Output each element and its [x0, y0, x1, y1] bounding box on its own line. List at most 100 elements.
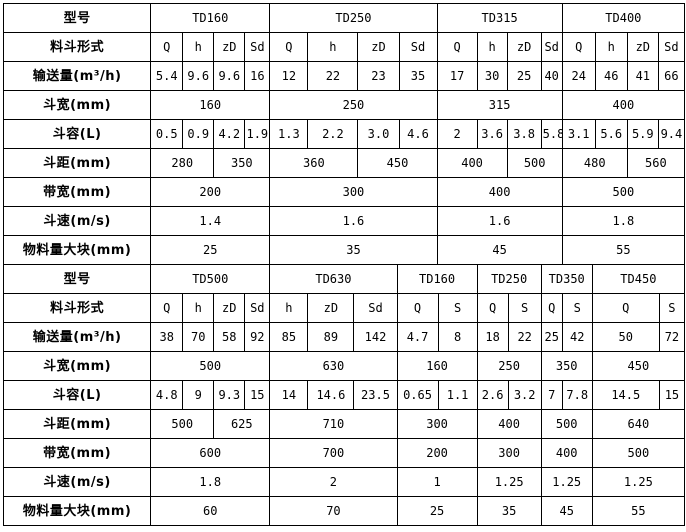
spec-value-cell: 300: [476, 438, 542, 468]
spec-value-cell: 2: [269, 467, 398, 497]
spec-value-cell: 1.3: [269, 119, 309, 149]
spec-value-cell: Q: [150, 32, 184, 62]
spec-value-cell: Sd: [540, 32, 563, 62]
spec-value-cell: 50: [591, 322, 660, 352]
spec-value-cell: 15: [244, 380, 271, 410]
spec-value-cell: Sd: [244, 293, 271, 323]
spec-value-cell: 400: [436, 177, 563, 207]
spec-value-cell: 60: [150, 496, 271, 526]
model-header-cell: TD630: [269, 264, 398, 294]
spec-value-cell: 1.1: [437, 380, 478, 410]
spec-value-cell: 45: [436, 235, 563, 265]
spec-value-cell: 3.6: [476, 119, 508, 149]
spec-value-cell: 1.25: [591, 467, 686, 497]
table-row: 带宽(mm) 600 700 200 300 400 500: [2, 438, 686, 468]
row-label: 输送量(m³/h): [2, 61, 152, 91]
model-header-cell: TD315: [436, 3, 563, 33]
spec-value-cell: Sd: [244, 32, 271, 62]
spec-value-cell: 142: [353, 322, 398, 352]
spec-value-cell: 9: [182, 380, 215, 410]
spec-value-cell: 9.3: [213, 380, 246, 410]
spec-value-cell: 70: [182, 322, 215, 352]
spec-value-cell: 0.65: [396, 380, 439, 410]
spec-value-cell: h: [182, 293, 215, 323]
spec-value-cell: 450: [591, 351, 686, 381]
spec-value-cell: 70: [269, 496, 398, 526]
spec-value-cell: 5.6: [594, 119, 628, 149]
spec-value-cell: 22: [307, 61, 359, 91]
table-row: 斗速(m/s) 1.4 1.6 1.6 1.8: [2, 206, 686, 236]
spec-value-cell: 280: [150, 148, 215, 178]
spec-value-cell: 24: [561, 61, 596, 91]
spec-value-cell: Sd: [398, 32, 438, 62]
spec-value-cell: 1.6: [436, 206, 563, 236]
spec-value-cell: 22: [507, 322, 542, 352]
spec-value-cell: 66: [657, 61, 686, 91]
table-row: 型号 TD160 TD250 TD315 TD400: [2, 3, 686, 33]
spec-value-cell: 400: [561, 90, 686, 120]
model-header-cell: TD450: [591, 264, 686, 294]
spec-value-cell: 160: [396, 351, 478, 381]
spec-value-cell: 500: [540, 409, 593, 439]
spec-value-cell: zD: [307, 293, 355, 323]
spec-value-cell: S: [658, 293, 686, 323]
row-label: 斗速(m/s): [2, 206, 152, 236]
row-label: 型号: [2, 3, 152, 33]
row-label: 料斗形式: [2, 32, 152, 62]
spec-value-cell: 3.8: [506, 119, 542, 149]
spec-value-cell: 630: [269, 351, 398, 381]
row-label: 带宽(mm): [2, 438, 152, 468]
spec-value-cell: 400: [540, 438, 593, 468]
row-label: 斗速(m/s): [2, 467, 152, 497]
spec-value-cell: 1.8: [561, 206, 686, 236]
spec-value-cell: S: [561, 293, 593, 323]
row-label: 斗容(L): [2, 119, 152, 149]
model-header-cell: TD160: [150, 3, 271, 33]
spec-value-cell: 40: [540, 61, 563, 91]
spec-value-cell: 250: [476, 351, 542, 381]
spec-value-cell: 2.6: [476, 380, 509, 410]
spec-value-cell: zD: [213, 32, 246, 62]
spec-value-cell: 45: [540, 496, 593, 526]
spec-value-cell: Sd: [353, 293, 398, 323]
spec-value-cell: 0.5: [150, 119, 184, 149]
spec-value-cell: Q: [396, 293, 439, 323]
spec-value-cell: S: [507, 293, 542, 323]
spec-value-cell: 17: [436, 61, 478, 91]
row-label: 斗宽(mm): [2, 351, 152, 381]
spec-value-cell: 23.5: [353, 380, 398, 410]
spec-value-cell: zD: [506, 32, 542, 62]
spec-value-cell: 1.4: [150, 206, 271, 236]
spec-value-cell: 23: [357, 61, 400, 91]
spec-value-cell: 8: [437, 322, 478, 352]
spec-value-cell: 640: [591, 409, 686, 439]
spec-value-cell: 200: [150, 177, 271, 207]
spec-value-cell: 92: [244, 322, 271, 352]
spec-value-cell: 25: [396, 496, 478, 526]
spec-value-cell: 16: [244, 61, 271, 91]
spec-value-cell: 700: [269, 438, 398, 468]
spec-value-cell: Q: [269, 32, 309, 62]
spec-value-cell: 500: [591, 438, 686, 468]
spec-value-cell: 7: [540, 380, 563, 410]
spec-value-cell: 350: [213, 148, 271, 178]
table-row: 斗容(L)0.50.94.21.91.32.23.04.623.63.85.83…: [2, 119, 686, 149]
spec-value-cell: 9.6: [213, 61, 246, 91]
spec-value-cell: zD: [626, 32, 659, 62]
spec-value-cell: 72: [658, 322, 686, 352]
spec-value-cell: 55: [561, 235, 686, 265]
spec-value-cell: 30: [476, 61, 508, 91]
spec-value-cell: 1.9: [244, 119, 271, 149]
spec-value-cell: 625: [213, 409, 271, 439]
spec-value-cell: h: [307, 32, 359, 62]
spec-value-cell: 600: [150, 438, 271, 468]
spec-value-cell: Q: [476, 293, 509, 323]
row-label: 物料量大块(mm): [2, 496, 152, 526]
spec-value-cell: 400: [476, 409, 542, 439]
spec-value-cell: 350: [540, 351, 593, 381]
spec-value-cell: 400: [436, 148, 508, 178]
